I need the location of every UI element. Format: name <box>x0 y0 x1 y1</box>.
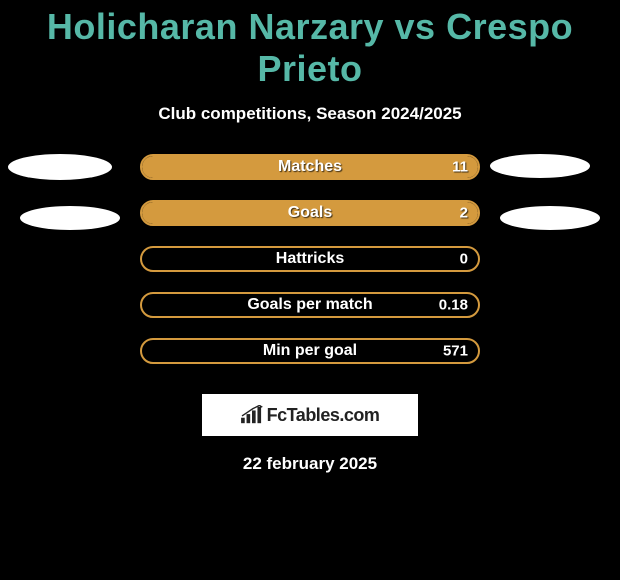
stats-area: Matches 11 Goals 2 Hattricks 0 Goals per match… <box>0 154 620 364</box>
stat-bar: Goals per match 0.18 <box>140 292 480 318</box>
stat-bar-value: 0 <box>460 251 468 268</box>
stat-bar-value: 11 <box>452 159 468 176</box>
logo-inner: FcTables.com <box>241 405 380 426</box>
stat-bar-value: 2 <box>460 205 468 222</box>
subtitle: Club competitions, Season 2024/2025 <box>0 104 620 124</box>
player-photo-placeholder <box>20 206 120 230</box>
bars-container: Matches 11 Goals 2 Hattricks 0 Goals per match… <box>140 154 480 364</box>
stat-bar: Goals 2 <box>140 200 480 226</box>
player-photo-placeholder <box>500 206 600 230</box>
player-photo-placeholder <box>490 154 590 178</box>
player-photo-placeholder <box>8 154 112 180</box>
stat-bar: Min per goal 571 <box>140 338 480 364</box>
stat-bar-label: Hattricks <box>276 250 344 268</box>
stat-bar-value: 0.18 <box>439 297 468 314</box>
stat-bar-label: Min per goal <box>263 342 357 360</box>
stat-bar-value: 571 <box>443 343 468 360</box>
logo-text: FcTables.com <box>267 405 380 426</box>
stat-bar-label: Matches <box>278 158 342 176</box>
bar-chart-icon <box>241 405 263 425</box>
snapshot-date: 22 february 2025 <box>0 454 620 474</box>
stat-bar-label: Goals per match <box>247 296 372 314</box>
stat-bar: Matches 11 <box>140 154 480 180</box>
stat-bar-label: Goals <box>288 204 332 222</box>
fctables-logo[interactable]: FcTables.com <box>202 394 418 436</box>
comparison-title: Holicharan Narzary vs Crespo Prieto <box>0 0 620 90</box>
stat-bar: Hattricks 0 <box>140 246 480 272</box>
